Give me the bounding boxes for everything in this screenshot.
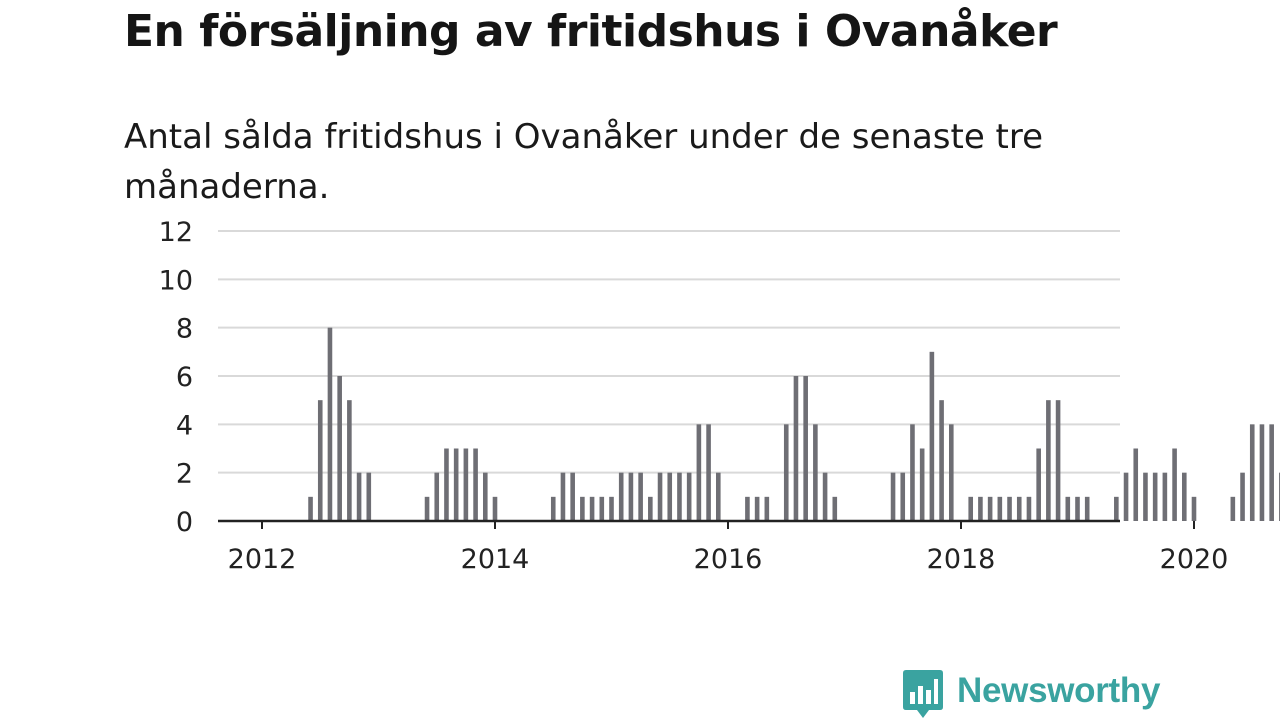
bar	[619, 473, 624, 521]
x-tick-label: 2016	[694, 544, 763, 575]
bar	[347, 400, 352, 521]
x-tick-label: 2012	[228, 544, 297, 575]
bar	[599, 497, 604, 521]
bar	[1172, 449, 1177, 522]
bar	[1046, 400, 1051, 521]
x-tick-label: 2018	[927, 544, 996, 575]
bar	[1182, 473, 1187, 521]
bar	[920, 449, 925, 522]
bar	[1192, 497, 1197, 521]
bar	[1240, 473, 1245, 521]
gridlines	[218, 231, 1120, 473]
bar	[1085, 497, 1090, 521]
y-tick-label: 2	[176, 459, 193, 490]
bar	[667, 473, 672, 521]
y-tick-label: 0	[176, 507, 193, 538]
bar	[473, 449, 478, 522]
y-tick-label: 8	[176, 314, 193, 345]
bar	[1065, 497, 1070, 521]
bar	[551, 497, 556, 521]
bar	[318, 400, 323, 521]
bar	[483, 473, 488, 521]
bar	[425, 497, 430, 521]
bar	[493, 497, 498, 521]
bars	[308, 279, 1280, 521]
bar	[697, 424, 702, 521]
bar	[1007, 497, 1012, 521]
bar	[823, 473, 828, 521]
bar	[900, 473, 905, 521]
bar	[328, 328, 333, 521]
bar	[444, 449, 449, 522]
bar	[570, 473, 575, 521]
bar	[755, 497, 760, 521]
bar	[803, 376, 808, 521]
x-tick-label: 2014	[461, 544, 530, 575]
bar	[745, 497, 750, 521]
bar	[337, 376, 342, 521]
bar	[677, 473, 682, 521]
bar	[1036, 449, 1041, 522]
bar	[1027, 497, 1032, 521]
newsworthy-logo: Newsworthy	[903, 670, 1160, 720]
bar	[580, 497, 585, 521]
bar	[813, 424, 818, 521]
bar	[1075, 497, 1080, 521]
bar	[357, 473, 362, 521]
bar	[978, 497, 983, 521]
bar	[308, 497, 313, 521]
bar	[366, 473, 371, 521]
bar	[609, 497, 614, 521]
bar	[716, 473, 721, 521]
bar	[939, 400, 944, 521]
bar	[949, 424, 954, 521]
bar	[968, 497, 973, 521]
bar	[784, 424, 789, 521]
bar	[638, 473, 643, 521]
bar	[687, 473, 692, 521]
bar	[1124, 473, 1129, 521]
bar	[1143, 473, 1148, 521]
bar	[1017, 497, 1022, 521]
x-axis: 20122014201620182020202220242026	[218, 521, 1280, 575]
bar	[988, 497, 993, 521]
bar	[1163, 473, 1168, 521]
x-tick-label: 2020	[1160, 544, 1229, 575]
bar	[629, 473, 634, 521]
y-tick-label: 6	[176, 362, 193, 393]
bar	[648, 497, 653, 521]
bar	[454, 449, 459, 522]
bar	[561, 473, 566, 521]
bar	[794, 376, 799, 521]
y-tick-label: 12	[159, 217, 193, 248]
bar	[658, 473, 663, 521]
bar	[1056, 400, 1061, 521]
bar	[1269, 424, 1274, 521]
newsworthy-logo-icon	[903, 670, 943, 720]
bar	[1260, 424, 1265, 521]
bar	[1231, 497, 1236, 521]
y-tick-label: 4	[176, 410, 193, 441]
bar	[434, 473, 439, 521]
bar	[765, 497, 770, 521]
bar	[1114, 497, 1119, 521]
bar	[891, 473, 896, 521]
bar	[1153, 473, 1158, 521]
bar	[1133, 449, 1138, 522]
bar	[464, 449, 469, 522]
y-axis-ticks: 0 2 4 6 8 10 12	[159, 217, 193, 538]
bar	[910, 424, 915, 521]
bar	[998, 497, 1003, 521]
bar	[1250, 424, 1255, 521]
bar	[930, 352, 935, 521]
brand-name: Newsworthy	[957, 670, 1160, 712]
y-tick-label: 10	[159, 265, 193, 296]
bar-chart: 024681012 201220142016201820202022202420…	[0, 0, 1280, 720]
bar	[832, 497, 837, 521]
bar	[590, 497, 595, 521]
bar	[706, 424, 711, 521]
